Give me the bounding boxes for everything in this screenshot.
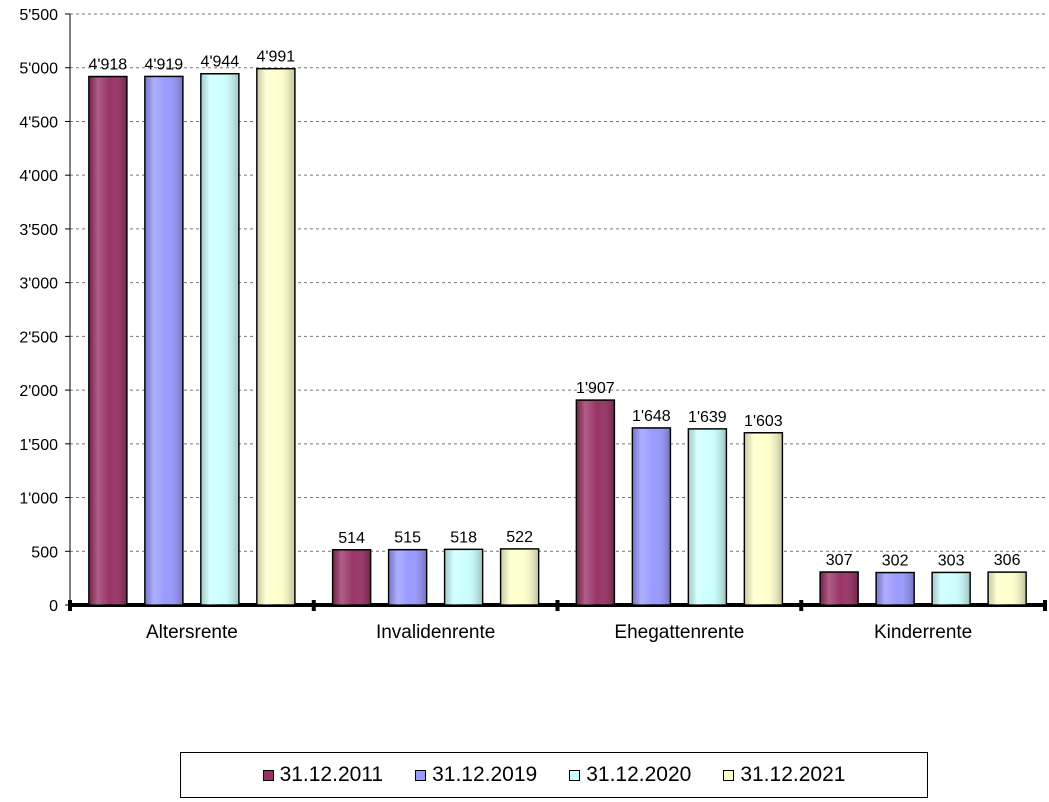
data-label: 4'919 <box>145 56 184 73</box>
bar-shading <box>577 401 614 605</box>
legend-label: 31.12.2011 <box>279 763 384 786</box>
bar-shading <box>633 428 670 605</box>
legend-label: 31.12.2021 <box>740 763 846 786</box>
bar-shading <box>689 429 726 605</box>
data-label: 1'603 <box>744 413 783 430</box>
bar-shading <box>745 433 782 605</box>
y-tick-label: 0 <box>49 598 58 615</box>
y-tick-label: 3'000 <box>19 276 58 293</box>
y-tick-label: 3'500 <box>19 222 58 239</box>
bar-shading <box>145 77 182 605</box>
data-label: 306 <box>994 552 1021 569</box>
data-label: 302 <box>882 553 909 570</box>
bar-shading <box>201 74 238 605</box>
y-tick-label: 4'000 <box>19 168 58 185</box>
data-label: 1'639 <box>688 409 727 426</box>
data-label: 4'918 <box>89 57 128 74</box>
data-label: 514 <box>338 530 365 547</box>
x-category-label: Ehegattenrente <box>614 622 744 643</box>
y-tick-label: 5'500 <box>19 7 58 24</box>
y-tick-label: 2'000 <box>19 383 58 400</box>
bar-shading <box>877 573 914 605</box>
legend-item: 31.12.2019 <box>415 763 537 787</box>
bar-shading <box>821 573 858 605</box>
x-category-label: Altersrente <box>146 622 238 643</box>
legend-label: 31.12.2019 <box>432 763 538 786</box>
bar-shading <box>89 77 126 605</box>
data-labels: 4'918 4'919 4'944 4'991 514 515 518 522 1'907 1'6… <box>89 49 1021 570</box>
bar-shading <box>333 550 370 605</box>
y-tick-label: 500 <box>31 544 58 561</box>
bar-shading <box>257 69 294 606</box>
y-tick-label: 4'500 <box>19 114 58 131</box>
legend-swatch <box>723 769 735 781</box>
y-tick-label: 1'500 <box>19 437 58 454</box>
y-tick-label: 5'000 <box>19 61 58 78</box>
data-label: 518 <box>450 529 477 546</box>
bar-shading <box>445 550 482 605</box>
data-label: 4'944 <box>201 54 240 71</box>
bar-shading <box>933 573 970 605</box>
x-category-label: Kinderrente <box>874 622 972 643</box>
data-label: 1'648 <box>632 408 671 425</box>
legend-item: 31.12.2021 <box>723 763 845 787</box>
bar-shading <box>389 550 426 605</box>
legend-label: 31.12.2020 <box>586 763 692 786</box>
data-label: 515 <box>394 530 421 547</box>
legend-swatch <box>569 769 581 781</box>
y-tick-label: 1'000 <box>19 491 58 508</box>
x-category-label: Invalidenrente <box>376 622 495 643</box>
data-label: 307 <box>826 552 853 569</box>
legend-swatch <box>415 769 427 781</box>
data-label: 303 <box>938 552 965 569</box>
legend-item: 31.12.2011 <box>262 763 384 787</box>
bar-shading <box>501 549 538 605</box>
y-tick-label: 2'500 <box>19 329 58 346</box>
bars <box>88 67 1027 606</box>
legend-swatch <box>262 769 274 781</box>
legend: 31.12.2011 31.12.2019 31.12.2020 31.12.2021 <box>180 752 928 798</box>
data-label: 522 <box>506 529 533 546</box>
data-label: 1'907 <box>576 380 615 397</box>
legend-item: 31.12.2020 <box>569 763 691 787</box>
data-label: 4'991 <box>257 49 296 66</box>
bar-shading <box>989 573 1026 605</box>
